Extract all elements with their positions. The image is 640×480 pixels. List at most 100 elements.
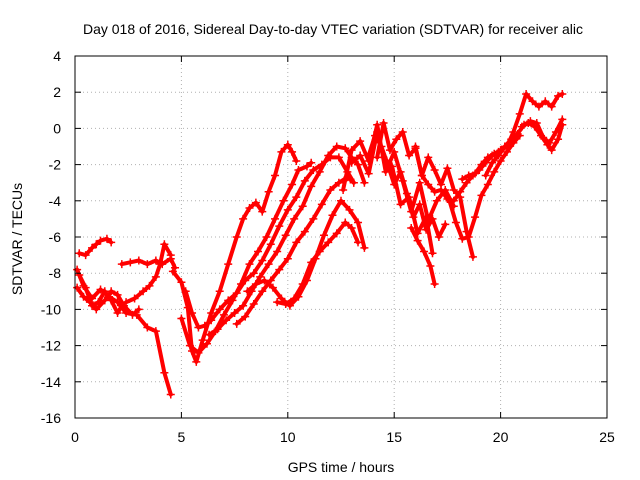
data-point-marker xyxy=(166,390,175,399)
x-tick-label: 25 xyxy=(599,429,615,445)
x-tick-label: 5 xyxy=(178,429,186,445)
data-point-marker xyxy=(379,118,388,127)
data-point-marker xyxy=(298,280,307,289)
data-point-marker xyxy=(326,185,335,194)
data-point-marker xyxy=(143,323,152,332)
data-point-marker xyxy=(298,202,307,211)
data-point-marker xyxy=(100,287,109,296)
data-point-marker xyxy=(424,153,433,162)
data-point-marker xyxy=(290,294,299,303)
data-point-marker xyxy=(490,167,499,176)
x-tick-label: 0 xyxy=(71,429,79,445)
data-point-marker xyxy=(437,185,446,194)
data-point-marker xyxy=(464,171,473,180)
data-point-marker xyxy=(107,296,116,305)
data-point-marker xyxy=(371,131,380,140)
data-point-marker xyxy=(292,193,301,202)
data-point-marker xyxy=(271,171,280,180)
data-point-marker xyxy=(268,283,277,292)
data-point-marker xyxy=(349,178,358,187)
data-point-marker xyxy=(219,310,228,319)
data-point-marker xyxy=(309,166,318,175)
data-point-marker xyxy=(558,90,567,99)
data-point-marker xyxy=(128,310,137,319)
x-tick-label: 15 xyxy=(386,429,402,445)
data-point-marker xyxy=(168,267,177,276)
data-point-marker xyxy=(126,258,135,267)
data-point-marker xyxy=(392,135,401,144)
data-point-marker xyxy=(207,316,216,325)
data-point-marker xyxy=(292,238,301,247)
data-point-marker xyxy=(354,238,363,247)
data-point-marker xyxy=(509,128,518,137)
data-point-marker xyxy=(160,368,169,377)
data-point-marker xyxy=(483,153,492,162)
data-point-marker xyxy=(334,153,343,162)
data-point-marker xyxy=(302,162,311,171)
data-series-layer xyxy=(73,90,567,399)
data-point-marker xyxy=(207,309,216,318)
data-point-marker xyxy=(113,309,122,318)
data-point-marker xyxy=(194,323,203,332)
data-point-marker xyxy=(441,220,450,229)
data-point-marker xyxy=(456,187,465,196)
data-point-marker xyxy=(354,218,363,227)
series-arc-6 xyxy=(124,242,173,305)
data-point-marker xyxy=(517,122,526,131)
data-point-marker xyxy=(251,280,260,289)
data-point-marker xyxy=(256,272,265,281)
data-point-marker xyxy=(177,278,186,287)
data-point-marker xyxy=(383,160,392,169)
data-point-marker xyxy=(232,233,241,241)
data-point-marker xyxy=(251,198,260,207)
data-point-marker xyxy=(81,251,90,260)
data-point-marker xyxy=(324,151,333,160)
data-point-marker xyxy=(324,238,333,247)
data-point-marker xyxy=(88,301,97,310)
data-point-marker xyxy=(232,319,241,328)
data-point-marker xyxy=(249,269,258,278)
x-tick-label: 10 xyxy=(280,429,296,445)
data-point-marker xyxy=(364,169,373,178)
data-point-marker xyxy=(347,223,356,232)
data-point-marker xyxy=(430,166,439,175)
data-point-marker xyxy=(245,260,254,269)
data-point-marker xyxy=(264,187,273,196)
data-point-marker xyxy=(332,142,341,151)
y-tick-label: 2 xyxy=(53,84,61,100)
data-point-marker xyxy=(224,260,233,269)
data-point-marker xyxy=(245,204,254,213)
y-tick-label: -4 xyxy=(49,193,62,209)
data-point-marker xyxy=(194,348,203,357)
data-point-marker xyxy=(417,171,426,180)
data-point-marker xyxy=(341,218,350,227)
data-point-marker xyxy=(281,231,290,240)
data-point-marker xyxy=(81,283,90,292)
data-point-marker xyxy=(307,158,316,167)
data-point-marker xyxy=(307,182,316,191)
data-point-marker xyxy=(102,234,111,243)
data-point-marker xyxy=(409,213,418,222)
data-point-marker xyxy=(547,146,556,155)
data-point-marker xyxy=(273,298,282,307)
data-point-marker xyxy=(490,149,499,158)
data-point-marker xyxy=(554,91,563,100)
data-point-marker xyxy=(266,240,275,249)
data-point-marker xyxy=(373,120,382,129)
data-point-marker xyxy=(534,102,543,111)
data-point-marker xyxy=(471,213,480,222)
series-arc-1 xyxy=(75,267,173,397)
data-point-marker xyxy=(290,214,299,223)
data-point-marker xyxy=(281,299,290,308)
data-point-marker xyxy=(345,205,354,214)
data-point-marker xyxy=(468,252,477,261)
data-point-marker xyxy=(422,225,431,234)
data-point-marker xyxy=(443,164,452,173)
data-point-marker xyxy=(360,178,369,187)
data-point-marker xyxy=(415,178,424,187)
data-point-marker xyxy=(273,247,282,256)
data-point-marker xyxy=(317,200,326,209)
data-point-marker xyxy=(396,167,405,176)
data-point-marker xyxy=(113,290,122,299)
data-point-marker xyxy=(134,256,143,265)
